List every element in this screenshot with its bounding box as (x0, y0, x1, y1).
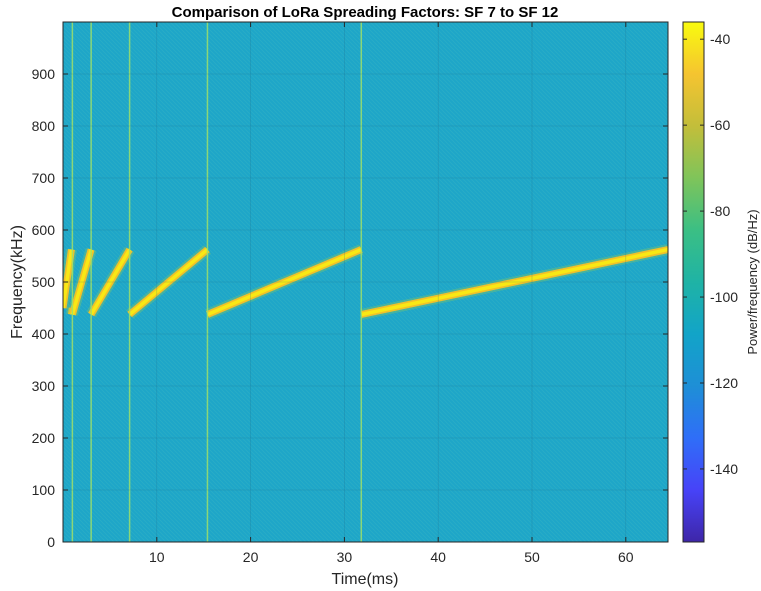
y-tick-label: 700 (32, 170, 56, 186)
chirp-line (128, 248, 209, 316)
x-axis: 10 20 30 40 50 60 (149, 22, 634, 565)
colorbar-gradient (682, 21, 705, 543)
chirp-line (360, 247, 668, 317)
y-tick-label: 0 (47, 534, 55, 550)
x-tick-label: 30 (337, 549, 353, 565)
x-tick-label: 60 (618, 549, 634, 565)
y-axis: 0 100 200 300 400 500 600 700 800 900 (32, 66, 668, 550)
colorbar-tick-label: -140 (710, 461, 738, 477)
y-tick-label: 900 (32, 66, 56, 82)
colorbar: -140 -120 -100 -80 -60 -40 Power/frequency (d… (682, 21, 760, 543)
y-tick-label: 100 (32, 482, 56, 498)
y-tick-label: 400 (32, 326, 56, 342)
chirp-segment (360, 244, 668, 320)
colorbar-tick-label: -80 (710, 203, 730, 219)
chirp-line (63, 249, 74, 309)
colorbar-tick-label: -120 (710, 375, 738, 391)
chart-title: Comparison of LoRa Spreading Factors: SF… (172, 4, 559, 21)
x-tick-label: 40 (430, 549, 446, 565)
x-tick-label: 10 (149, 549, 165, 565)
y-tick-label: 500 (32, 274, 56, 290)
chirp-segment (126, 245, 211, 319)
chirp-line (70, 249, 93, 315)
chirp-segment (205, 244, 364, 320)
x-axis-label: Time(ms) (332, 571, 399, 588)
colorbar-tick-label: -60 (710, 117, 730, 133)
y-tick-label: 800 (32, 118, 56, 134)
colorbar-tick-label: -40 (710, 31, 730, 47)
x-tick-label: 20 (243, 549, 259, 565)
chirp-line (206, 247, 362, 317)
colorbar-label: Power/frequency (dB/Hz) (745, 209, 760, 354)
x-tick-label: 50 (524, 549, 540, 565)
y-tick-label: 300 (32, 378, 56, 394)
chirp-line (89, 248, 132, 316)
colorbar-tick-label: -100 (710, 289, 738, 305)
y-tick-label: 600 (32, 222, 56, 238)
plot-area (62, 21, 669, 543)
y-axis-label: Frequency(kHz) (9, 225, 26, 339)
chirp-segment (86, 246, 135, 318)
y-tick-label: 200 (32, 430, 56, 446)
chirp-segment (67, 247, 97, 317)
